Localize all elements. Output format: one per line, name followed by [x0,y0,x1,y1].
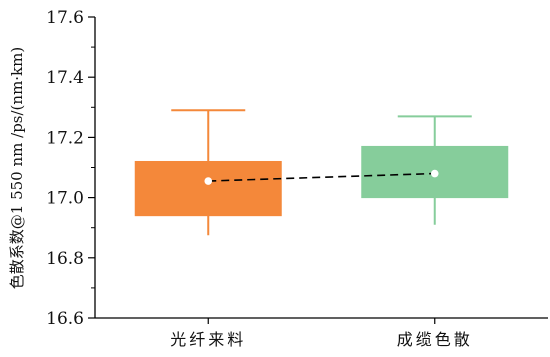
x-tick-label: 成缆色散 [397,330,473,349]
axes-layer: 16.6 16.8 17.0 17.2 17.4 17.6 光纤来料 成缆色散 [46,8,548,349]
mean-layer [204,169,439,185]
mean-point [430,169,439,178]
y-tick-label: 17.2 [46,128,84,148]
y-tick-label: 17.0 [46,189,84,209]
y-tick-label: 17.6 [46,8,84,28]
y-tick-label: 17.4 [46,68,84,88]
box-iqr [134,160,282,217]
x-tick-label: 光纤来料 [170,330,246,349]
y-axis-label: 色散系数@1 550 nm /ps/(nm·km) [8,47,26,289]
y-tick-label: 16.8 [46,249,84,269]
y-tick-label: 16.6 [46,309,84,329]
mean-connector-line [208,172,435,182]
mean-point [204,177,213,185]
box-1 [134,109,282,236]
boxes-layer [134,109,509,236]
